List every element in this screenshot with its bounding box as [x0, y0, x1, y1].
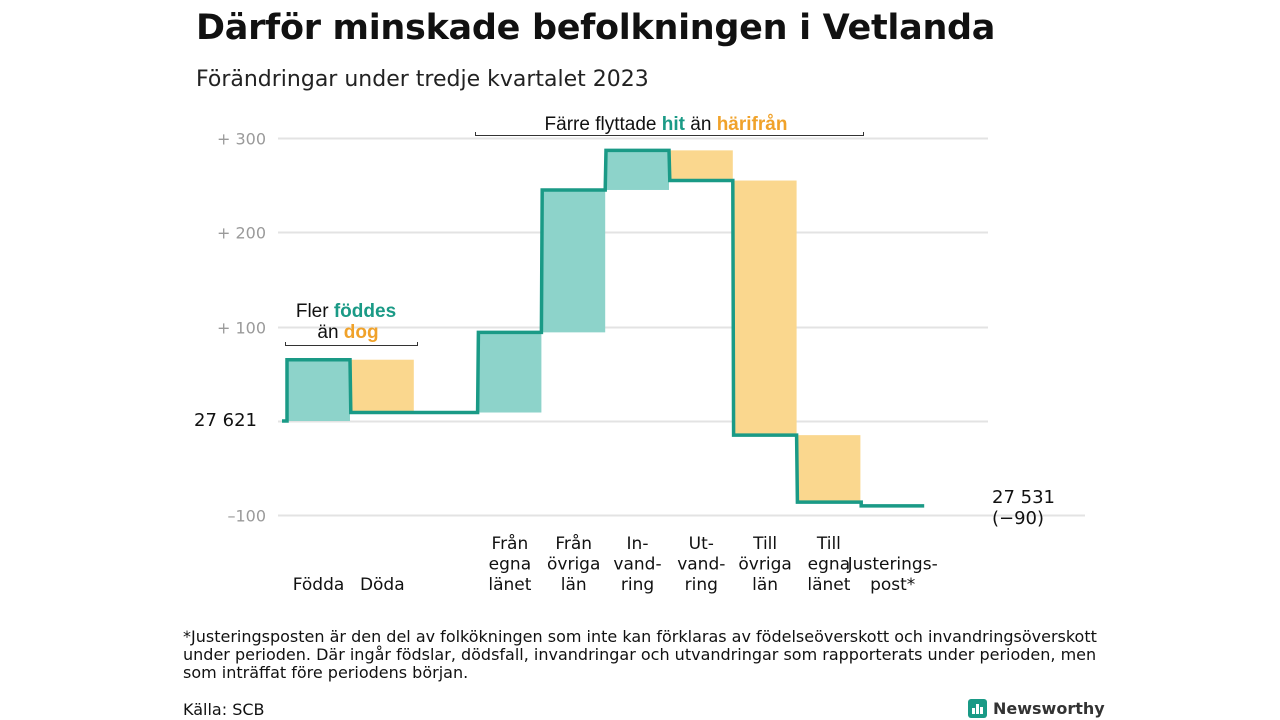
label-layer: Födda DödaFrånegnalänetFrånövrigalänIn-va… — [293, 533, 938, 595]
births-annotation-highlight: dog — [344, 322, 379, 343]
category-label: ring — [621, 575, 654, 595]
waterfall-bar — [478, 332, 542, 413]
waterfall-bar — [287, 359, 350, 421]
svg-text:Färre flyttade hit: Färre flyttade hit än härifrån — [545, 114, 788, 135]
category-label: länet — [807, 575, 850, 595]
births-annotation-text: än — [317, 322, 338, 343]
chart-subtitle: Förändringar under tredje kvartalet 2023 — [196, 67, 649, 92]
births-annotation-text: Fler — [296, 301, 329, 322]
waterfall-bar — [797, 435, 861, 503]
chart-title: Därför minskade befolkningen i Vetlanda — [196, 8, 996, 48]
category-label: övriga — [547, 555, 600, 575]
category-label: ring — [685, 575, 718, 595]
y-tick-label: + 200 — [217, 224, 266, 243]
category-label: Ut- — [689, 534, 714, 554]
category-label: Justerings- — [847, 555, 938, 575]
category-label: vand- — [677, 555, 725, 575]
y-tick-label: + 100 — [217, 319, 266, 338]
svg-text:Fler föddes: Fler föddes — [296, 301, 396, 322]
category-label: län — [752, 575, 778, 595]
category-label: Från — [492, 533, 529, 554]
start-value-label: 27 621 — [194, 410, 257, 431]
line-layer — [282, 148, 925, 508]
end-change-label: (−90) — [992, 508, 1044, 529]
footnote: *Justeringsposten är den del av folkökni… — [183, 627, 1097, 682]
waterfall-bar — [350, 359, 414, 413]
migration-annotation: Färre flyttade hit än härifrån — [475, 114, 864, 136]
waterfall-bar — [669, 150, 733, 181]
category-label: övriga — [738, 555, 791, 575]
svg-text:än dog: än dog — [317, 322, 378, 343]
y-tick-label: + 300 — [217, 130, 266, 149]
source-label: Källa: SCB — [183, 700, 265, 719]
category-label: Döda — [360, 575, 405, 595]
brand-name: Newsworthy — [993, 698, 1105, 718]
category-label: län — [561, 575, 587, 595]
category-label: post* — [870, 575, 915, 595]
cumulative-step-line — [282, 148, 925, 508]
category-label: Till — [816, 534, 841, 554]
bar-chart-icon — [968, 698, 987, 718]
waterfall-bar — [542, 189, 606, 333]
category-label: länet — [488, 575, 531, 595]
waterfall-bar — [733, 180, 797, 436]
category-label: Från — [555, 533, 592, 554]
y-tick-label: –100 — [227, 507, 266, 526]
migration-annotation-highlight: härifrån — [717, 114, 788, 135]
category-label: vand- — [613, 555, 661, 575]
category-label: In- — [627, 534, 649, 554]
category-label: egna — [808, 555, 850, 575]
waterfall-bar — [606, 150, 669, 190]
brand-logo: Newsworthy — [968, 697, 1105, 719]
births-annotation-highlight: föddes — [334, 301, 396, 322]
migration-annotation-text: än — [690, 114, 711, 135]
migration-annotation-highlight: hit — [662, 114, 686, 135]
migration-annotation-text: Färre flyttade — [545, 114, 657, 135]
category-label: Till — [752, 534, 777, 554]
end-value-label: 27 531 — [992, 487, 1055, 508]
category-label: egna — [489, 555, 531, 575]
bar-layer — [287, 150, 861, 503]
category-label: Födda — [293, 575, 345, 595]
grid-layer: + 300 + 200 + 100 –100 — [217, 130, 1085, 526]
births-annotation: Fler föddes än dog — [285, 301, 418, 346]
